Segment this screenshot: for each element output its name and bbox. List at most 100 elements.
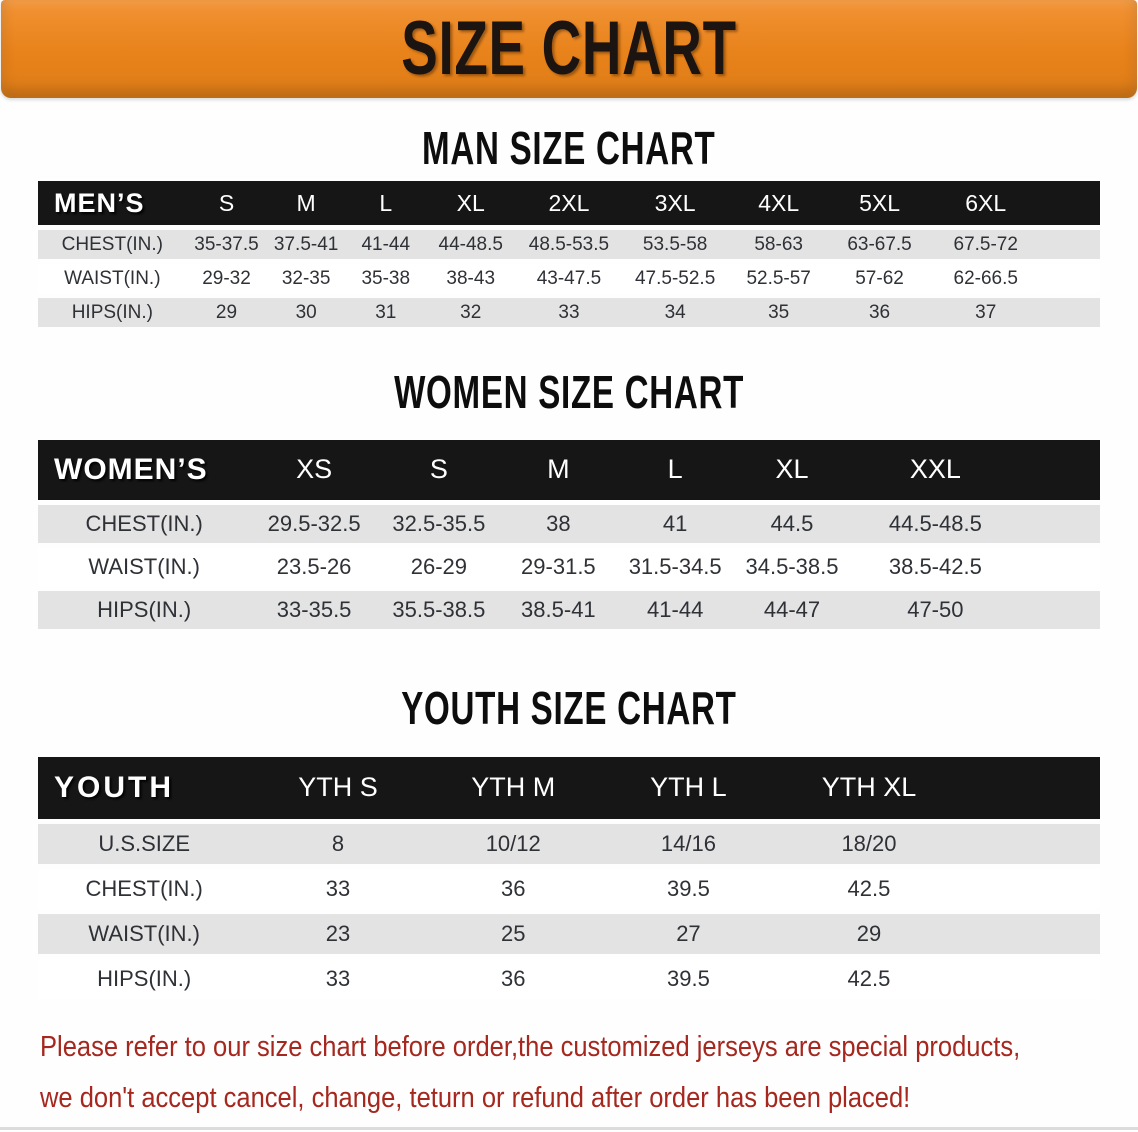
- size-cell: 31: [375, 301, 397, 323]
- size-cell: 29.5-32.5: [267, 510, 361, 536]
- size-cell: 38.5-42.5: [888, 553, 982, 579]
- size-cell: 41: [662, 510, 688, 536]
- size-cell: 36: [500, 875, 526, 901]
- size-cell: 38: [546, 510, 571, 536]
- size-cell: 67.5-72: [953, 233, 1018, 255]
- header-spacer: [1020, 439, 1100, 500]
- row-label: WAIST(IN.): [64, 267, 161, 289]
- row-label: U.S.SIZE: [98, 830, 191, 856]
- size-cell: 43-47.5: [536, 267, 602, 289]
- size-cell: 34: [664, 301, 686, 323]
- men-column-header: 3XL: [622, 181, 729, 226]
- size-cell: 29-31.5: [521, 553, 596, 579]
- row-label: HIPS(IN.): [97, 965, 192, 991]
- row-spacer: [1020, 505, 1100, 543]
- table-row: HIPS(IN.) 33 36 39.5 42.5: [38, 958, 1100, 999]
- table-row: WAIST(IN.) 23 25 27 29: [38, 913, 1100, 954]
- size-cell: 62-66.5: [953, 267, 1018, 289]
- size-cell: 25: [500, 920, 526, 946]
- size-cell: 27: [676, 920, 701, 946]
- size-cell: 44.5-48.5: [888, 510, 982, 536]
- men-column-header: L: [345, 181, 426, 226]
- size-cell: 41-44: [647, 596, 704, 622]
- row-spacer: [1041, 298, 1100, 327]
- men-column-header: 4XL: [728, 181, 830, 226]
- size-cell: 42.5: [847, 965, 891, 991]
- women-column-header: XS: [250, 439, 378, 500]
- women-header-row: WOMEN’S XS S M L XL XXL: [38, 439, 1100, 500]
- header-spacer: [1041, 181, 1100, 226]
- page-title-text: SIZE CHART: [401, 6, 737, 91]
- row-label: WAIST(IN.): [88, 920, 200, 946]
- men-column-header: 6XL: [929, 181, 1042, 226]
- size-cell: 23.5-26: [276, 553, 352, 579]
- row-spacer: [1041, 230, 1100, 259]
- size-cell: 29-32: [202, 267, 251, 289]
- men-header-row: MEN’S S M L XL 2XL 3XL 4XL 5XL 6XL: [38, 181, 1100, 226]
- youth-header-row: YOUTH YTH S YTH M YTH L YTH XL: [38, 756, 1100, 819]
- men-size-table: MEN’S S M L XL 2XL 3XL 4XL 5XL 6XL CHEST(IN.) 35-37…: [38, 176, 1100, 332]
- youth-column-header: YTH L: [600, 756, 777, 819]
- table-row: HIPS(IN.) 33-35.5 35.5-38.5 38.5-41 41-44 44-…: [38, 590, 1100, 629]
- size-cell: 26-29: [410, 553, 468, 579]
- row-spacer: [1020, 591, 1100, 629]
- size-cell: 35.5-38.5: [392, 596, 486, 622]
- women-section-title-text: WOMEN SIZE CHART: [393, 366, 745, 419]
- page-title: SIZE CHART: [336, 11, 802, 87]
- table-row: WAIST(IN.) 29-32 32-35 35-38 38-43 43-47.5 47.…: [38, 264, 1100, 294]
- men-column-header: XL: [425, 181, 516, 226]
- row-spacer: [1020, 548, 1100, 586]
- size-cell: 31.5-34.5: [628, 553, 722, 579]
- youth-column-header: YTH S: [250, 756, 426, 819]
- size-cell: 63-67.5: [847, 233, 912, 255]
- table-row: CHEST(IN.) 29.5-32.5 32.5-35.5 38 41 44.5 44.5…: [38, 504, 1100, 543]
- size-cell: 33: [325, 875, 351, 901]
- men-corner-label: MEN’S: [38, 181, 187, 226]
- table-row: CHEST(IN.) 33 36 39.5 42.5: [38, 868, 1100, 909]
- size-cell: 35-38: [361, 267, 411, 289]
- size-cell: 18/20: [841, 830, 897, 856]
- size-cell: 47-50: [907, 596, 964, 622]
- size-cell: 58-63: [754, 233, 803, 255]
- size-cell: 30: [295, 301, 317, 323]
- notice-line-2: we don't accept cancel, change, teturn o…: [40, 1081, 911, 1114]
- notice-line-1: Please refer to our size chart before or…: [40, 1030, 1021, 1063]
- size-cell: 52.5-57: [746, 267, 811, 289]
- size-cell: 57-62: [855, 267, 904, 289]
- banner: SIZE CHART: [1, 0, 1137, 98]
- women-size-table: WOMEN’S XS S M L XL XXL CHEST(IN.) 29.5-32.5 32.5…: [38, 435, 1100, 634]
- size-cell: 10/12: [485, 830, 541, 856]
- men-size-chart-section: MAN SIZE CHART MEN’S S M L XL 2XL 3XL 4XL 5XL 6XL C…: [0, 124, 1138, 332]
- size-cell: 35: [768, 301, 790, 323]
- size-cell: 39.5: [667, 965, 710, 991]
- women-column-header: L: [616, 439, 734, 500]
- row-label: WAIST(IN.): [88, 553, 200, 579]
- size-cell: 38.5-41: [521, 596, 596, 622]
- size-cell: 23: [325, 920, 351, 946]
- men-column-header: 2XL: [515, 181, 623, 226]
- row-spacer: [962, 824, 1100, 864]
- women-column-header: M: [499, 439, 617, 500]
- youth-section-title: YOUTH SIZE CHART: [38, 683, 1100, 732]
- size-cell: 8: [331, 830, 345, 856]
- row-label: HIPS(IN.): [71, 301, 153, 323]
- youth-column-header: YTH M: [425, 756, 601, 819]
- table-row: WAIST(IN.) 23.5-26 26-29 29-31.5 31.5-34.5 34…: [38, 547, 1100, 586]
- size-cell: 38-43: [446, 267, 496, 289]
- row-label: CHEST(IN.): [85, 510, 203, 536]
- size-cell: 29: [215, 301, 238, 323]
- size-cell: 32: [460, 301, 482, 323]
- size-cell: 44-47: [763, 596, 821, 622]
- size-cell: 53.5-58: [642, 233, 708, 255]
- size-cell: 48.5-53.5: [528, 233, 610, 255]
- women-column-header: S: [377, 439, 500, 500]
- size-cell: 47.5-52.5: [634, 267, 716, 289]
- size-cell: 41-44: [361, 233, 411, 255]
- men-column-header: M: [266, 181, 346, 226]
- women-corner-label: WOMEN’S: [38, 439, 251, 500]
- size-cell: 37: [975, 301, 997, 323]
- youth-column-header: YTH XL: [776, 756, 962, 819]
- size-cell: 32.5-35.5: [392, 510, 486, 536]
- header-spacer: [961, 756, 1100, 819]
- table-row: CHEST(IN.) 35-37.5 37.5-41 41-44 44-48.5 48.5…: [38, 230, 1100, 260]
